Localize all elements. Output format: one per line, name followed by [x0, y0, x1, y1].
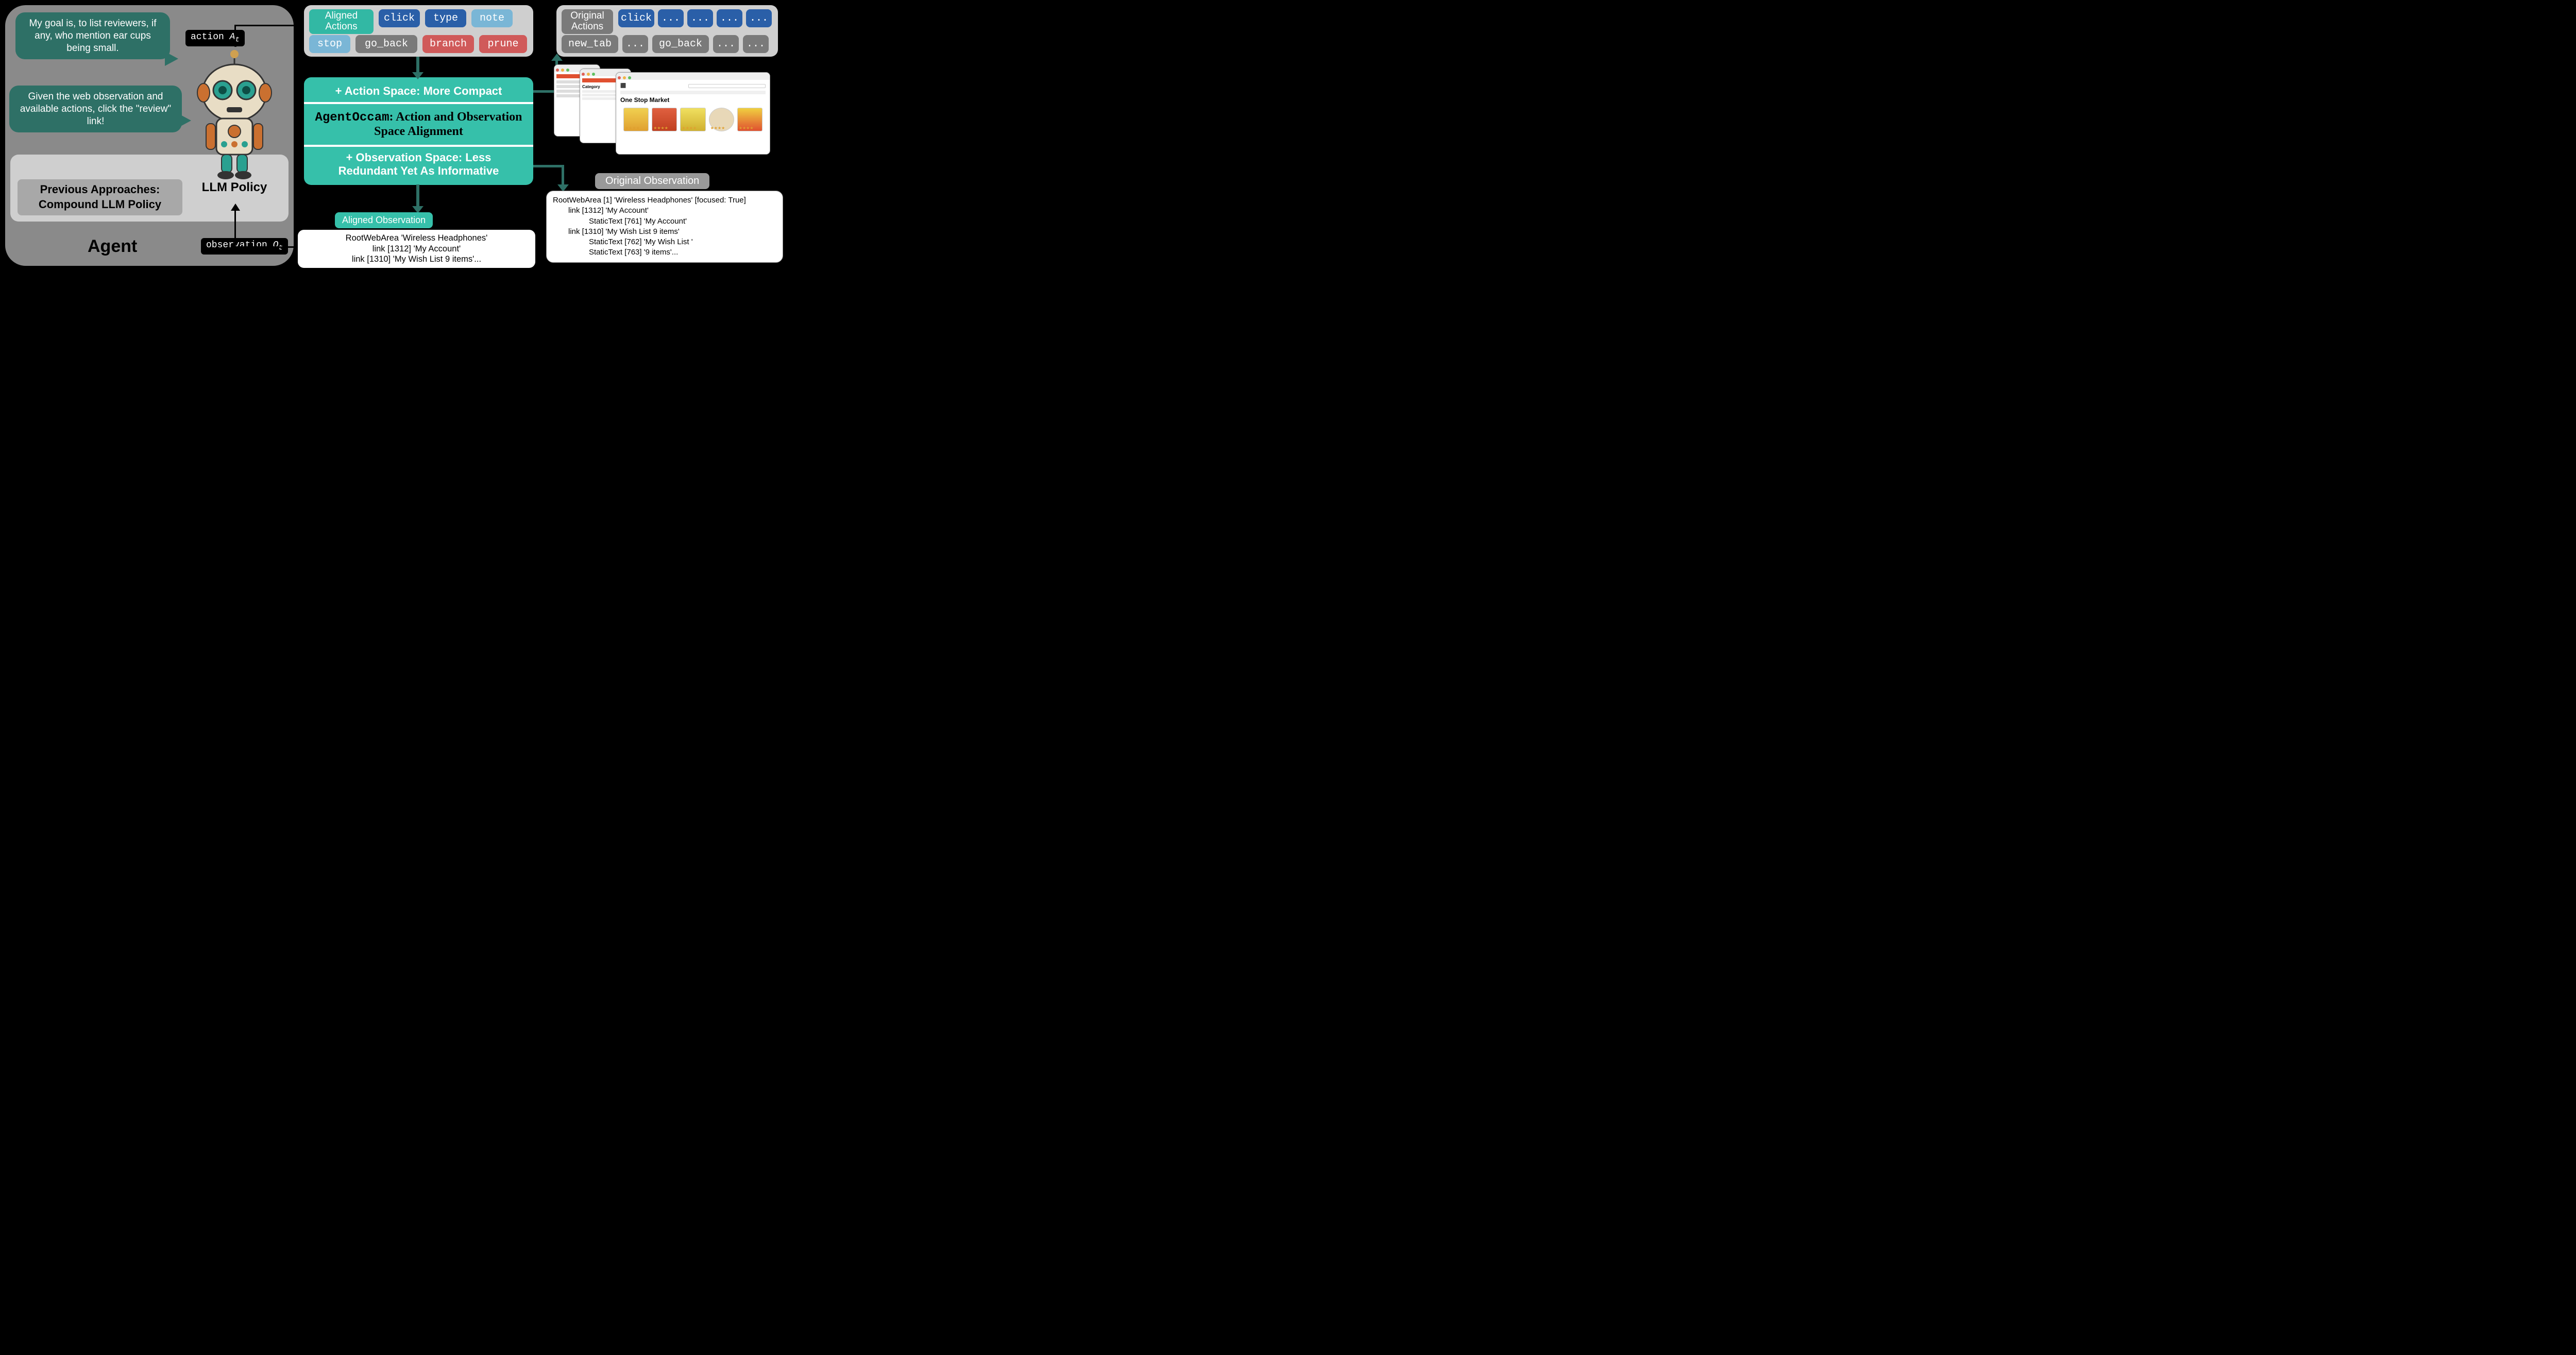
arrow-line: [234, 25, 236, 45]
llm-policy-label: LLM Policy: [185, 180, 283, 195]
action-token: ...: [713, 35, 739, 53]
divider: [304, 145, 533, 147]
action-token: ...: [743, 35, 769, 53]
aligned-actions-bar: Aligned Actions click type note stop go_back…: [304, 5, 533, 57]
robot-icon: [185, 46, 283, 180]
action-token: ...: [622, 35, 648, 53]
obs-line: RootWebArea 'Wireless Headphones': [304, 233, 529, 244]
original-observation-box: RootWebArea [1] 'Wireless Headphones' [f…: [546, 191, 783, 263]
action-token: new_tab: [562, 35, 618, 53]
original-actions-bar: Original Actions click............new_ta…: [556, 5, 778, 57]
bubble-tail: [165, 52, 178, 66]
arrow-line: [234, 246, 301, 248]
center-panel: + Action Space: More Compact AgentOccam:…: [304, 77, 533, 185]
action-token: prune: [479, 35, 527, 53]
previous-approaches-label: Previous Approaches: Compound LLM Policy: [18, 179, 182, 215]
agent-panel: My goal is, to list reviewers, if any, w…: [5, 5, 294, 266]
instruction-bubble: Given the web observation and available …: [9, 86, 182, 132]
action-token: ...: [687, 9, 713, 27]
goal-bubble: My goal is, to list reviewers, if any, w…: [15, 12, 170, 59]
arrow-line: [533, 165, 564, 167]
obs-line: link [1312] 'My Account': [304, 244, 529, 255]
action-token: ...: [658, 9, 684, 27]
action-token: type: [425, 9, 466, 27]
obs-line: link [1310] 'My Wish List 9 items': [553, 227, 776, 237]
obs-line: link [1310] 'My Wish List 9 items'...: [304, 254, 529, 265]
arrow-line: [234, 25, 306, 26]
aligned-actions-title: Aligned Actions: [309, 9, 374, 34]
action-token: click: [379, 9, 420, 27]
arrow-dot: [233, 43, 238, 47]
obs-line: StaticText [763] '9 items'...: [553, 247, 776, 258]
browser-stack: Category ⬛ One Stop Market ★★★★ ★★★★ ★★★…: [554, 64, 775, 157]
browser-window-main: ⬛ One Stop Market ★★★★ ★★★★ ★★★★ ★★★★ ★★…: [616, 72, 770, 155]
obs-line: RootWebArea [1] 'Wireless Headphones' [f…: [553, 195, 776, 206]
obs-space-line-1: + Observation Space: Less: [312, 149, 525, 164]
original-actions-title: Original Actions: [562, 9, 613, 34]
action-token: click: [618, 9, 654, 27]
action-token: note: [471, 9, 513, 27]
obs-line: StaticText [762] 'My Wish List ': [553, 237, 776, 247]
action-token: ...: [746, 9, 772, 27]
aligned-observation-box: RootWebArea 'Wireless Headphones' link […: [297, 229, 536, 269]
arrow-head-icon: [412, 72, 423, 79]
obs-space-line-2: Redundant Yet As Informative: [312, 164, 525, 180]
divider: [304, 102, 533, 104]
action-token: ...: [717, 9, 742, 27]
arrow-line: [234, 209, 236, 247]
action-token: stop: [309, 35, 350, 53]
agent-label: Agent: [88, 236, 137, 257]
action-token: go_back: [355, 35, 417, 53]
action-token: go_back: [652, 35, 709, 53]
arrow-head-icon: [231, 204, 240, 211]
action-token: branch: [422, 35, 474, 53]
shop-title: One Stop Market: [620, 96, 766, 104]
obs-line: link [1312] 'My Account': [553, 206, 776, 216]
original-observation-label: Original Observation: [595, 173, 709, 189]
arrow-line: [416, 184, 419, 209]
action-space-line: + Action Space: More Compact: [312, 82, 525, 100]
agentoccam-title: AgentOccam: Action and Observation Space…: [312, 106, 525, 143]
obs-line: StaticText [761] 'My Account': [553, 216, 776, 227]
aligned-observation-label: Aligned Observation: [335, 212, 433, 228]
